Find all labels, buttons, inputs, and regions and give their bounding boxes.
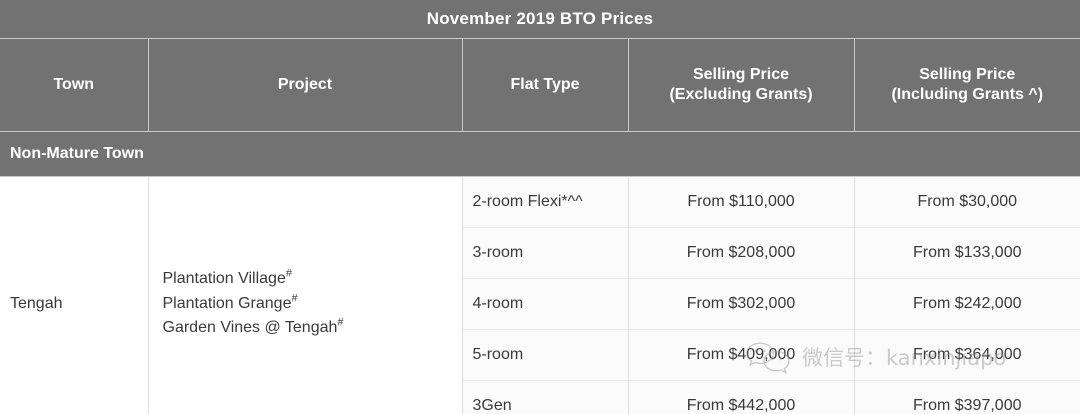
price-including-grants-cell: From $242,000 [854,278,1080,330]
project-item: Plantation Village# [163,267,462,292]
flat-type-cell: 4-room [462,278,629,330]
column-header-excluding-line2: (Excluding Grants) [669,86,813,103]
flat-type-cell: 2-room Flexi*^^ [462,176,629,228]
project-marker: # [337,317,344,330]
price-excluding-grants-cell: From $110,000 [628,176,855,228]
flat-type-cell: 3-room [462,227,629,279]
section-header-row: Non-Mature Town [0,131,1080,177]
price-excluding-grants-cell: From $409,000 [628,329,855,381]
town-name-tengah: Tengah [0,176,149,414]
price-including-grants-cell: From $30,000 [854,176,1080,228]
price-excluding-grants-cell: From $442,000 [628,380,855,414]
table-title-row: November 2019 BTO Prices [0,0,1080,39]
project-item: Plantation Grange# [163,292,462,317]
table-row: 3-room From $208,000 From $133,000 [0,227,1080,279]
project-list: Plantation Village# Plantation Grange# G… [148,176,463,414]
price-excluding-grants-cell: From $208,000 [628,227,855,279]
table-row: 3Gen From $442,000 From $397,000 [0,380,1080,414]
column-header-project: Project [147,38,462,132]
project-marker: # [285,267,292,280]
project-name: Plantation Grange [162,294,292,312]
column-header-town: Town [0,38,148,132]
project-marker: # [291,292,298,305]
column-header-including-line1: Selling Price [919,66,1016,83]
column-header-selling-price-including: Selling Price (Including Grants ^) [853,38,1080,132]
table-row: Tengah Plantation Village# Plantation Gr… [0,176,1080,414]
table-header-row: Town Project Flat Type Selling Price (Ex… [0,38,1080,132]
project-name: Garden Vines @ Tengah [162,319,338,337]
table-row: 4-room From $302,000 From $242,000 [0,278,1080,330]
column-header-flat-type: Flat Type [461,38,628,132]
column-header-excluding-line1: Selling Price [692,66,790,83]
column-header-including-line2: (Including Grants ^) [891,86,1044,103]
flat-type-cell: 3Gen [462,380,629,414]
flat-type-cell: 5-room [462,329,629,381]
price-excluding-grants-cell: From $302,000 [628,278,855,330]
price-including-grants-cell: From $364,000 [854,329,1080,381]
section-label-non-mature-town: Non-Mature Town [0,131,1080,177]
project-name: Plantation Village [162,269,286,287]
price-including-grants-cell: From $397,000 [854,380,1080,414]
price-including-grants-cell: From $133,000 [854,227,1080,279]
column-header-selling-price-excluding: Selling Price (Excluding Grants) [627,38,854,132]
table-title: November 2019 BTO Prices [0,0,1080,39]
project-item: Garden Vines @ Tengah# [163,316,462,341]
table-row: 5-room From $409,000 From $364,000 [0,329,1080,381]
